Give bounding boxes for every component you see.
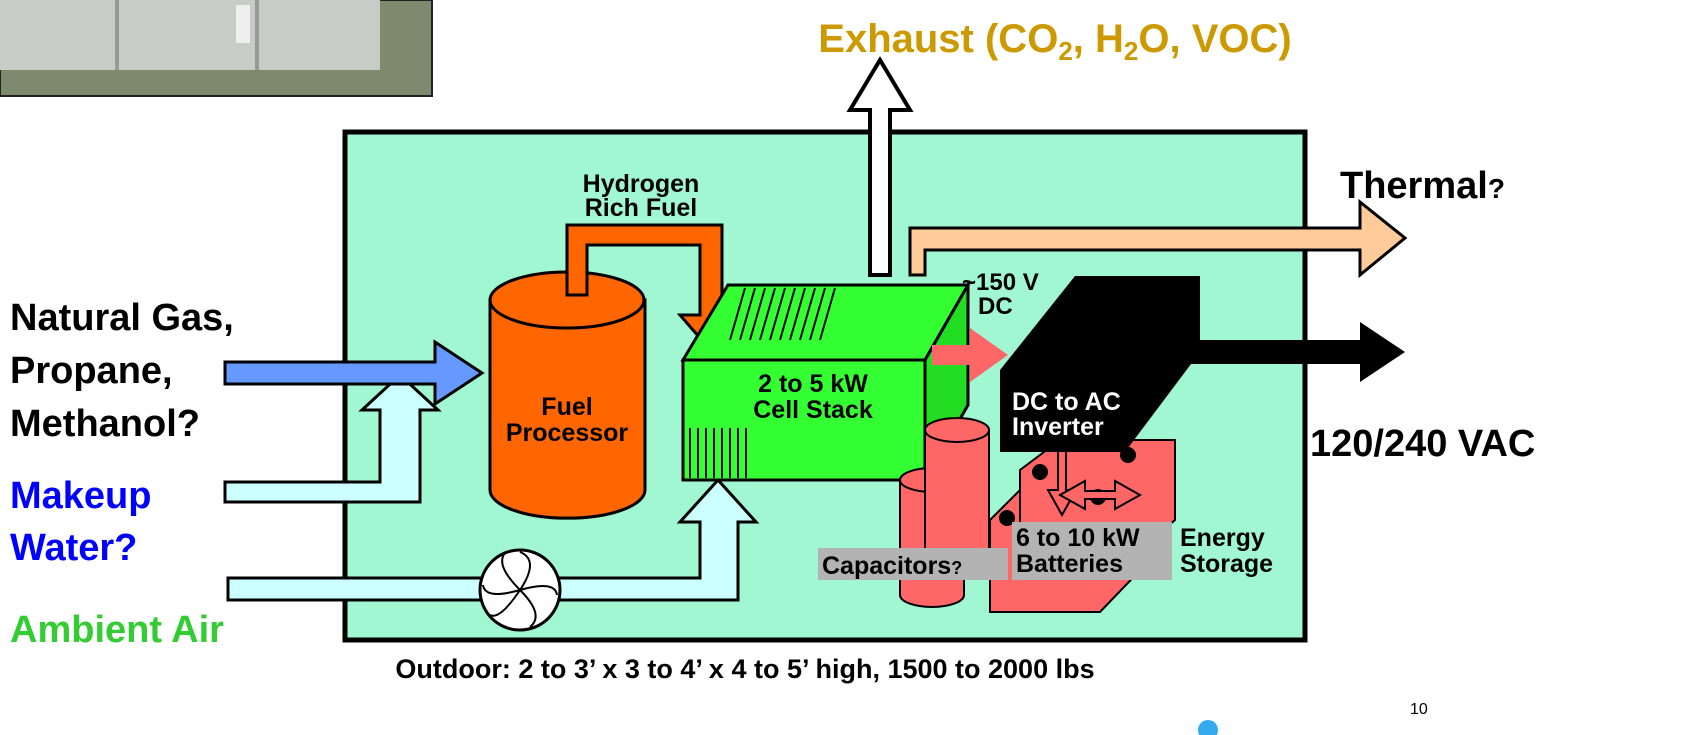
text: Batteries: [1016, 550, 1123, 578]
text: Water?: [10, 527, 137, 569]
text: 6 to 10 kW: [1016, 524, 1140, 552]
subscript: 2: [1124, 36, 1138, 66]
text: Rich Fuel: [585, 194, 698, 222]
cell-stack-label: 2 to 5 kW Cell Stack: [753, 370, 873, 424]
text: Thermal: [1340, 165, 1488, 207]
text: O, VOC): [1138, 17, 1291, 61]
photo-vent: [236, 5, 250, 43]
storage-label: Energy Storage: [1180, 524, 1273, 578]
thermal-arrow: [908, 198, 1408, 279]
text: Exhaust (CO: [818, 17, 1058, 61]
label-background: [818, 548, 1008, 580]
fuel-processor: [488, 298, 647, 520]
text: Processor: [506, 419, 629, 447]
bullet: [1198, 720, 1218, 735]
page-number: 10: [1410, 701, 1428, 718]
capacitors-label: Capacitors?: [822, 552, 962, 580]
text: DC to AC: [1012, 388, 1121, 416]
air-input-label: Ambient Air: [10, 609, 224, 651]
exhaust-arrow: [846, 56, 914, 277]
text: , H: [1073, 17, 1124, 61]
text: Natural Gas,: [10, 297, 234, 339]
fuel-processor-label: Fuel Processor: [506, 393, 629, 447]
inverter: [1000, 276, 1200, 452]
voltage-label: ~150 V DC: [962, 269, 1039, 320]
text: Hydrogen: [583, 170, 700, 198]
thermal-label: Thermal?: [1340, 165, 1505, 207]
inverter-label: DC to AC Inverter: [1012, 388, 1121, 441]
cell-stack-hatching: [689, 287, 836, 478]
water-input-label: Makeup Water?: [10, 475, 151, 569]
text: ?: [1488, 173, 1505, 204]
label-background: [1012, 522, 1172, 580]
exhaust-label: Exhaust (CO2, H2O, VOC): [818, 17, 1291, 66]
text: ?: [951, 558, 962, 578]
hydrogen-arrow: [565, 223, 748, 355]
text: Makeup: [10, 475, 151, 517]
capacitor-top: [924, 417, 990, 443]
subscript: 2: [1058, 36, 1072, 66]
hydrogen-label: Hydrogen Rich Fuel: [583, 170, 700, 222]
terminal: [1032, 464, 1048, 480]
fuel-arrow: [223, 339, 485, 407]
photo-seam: [255, 0, 259, 70]
fan-blades: [482, 551, 558, 628]
text: Storage: [1180, 550, 1273, 578]
photo-seam: [115, 0, 119, 70]
dc-arrow: [932, 328, 1008, 382]
text: 2 to 5 kW: [758, 370, 868, 398]
text: DC: [978, 293, 1013, 320]
ac-arrow: [1190, 322, 1405, 382]
text: Fuel: [541, 393, 592, 421]
text: Methanol?: [10, 403, 200, 445]
fuel-input-label: Natural Gas, Propane, Methanol?: [10, 297, 234, 445]
text: Energy: [1180, 524, 1265, 552]
text: Capacitors: [822, 552, 951, 580]
connection-arrow: [1057, 479, 1143, 511]
photo-unit: [0, 0, 380, 70]
text: ~150 V: [962, 269, 1039, 296]
output-label: 120/240 VAC: [1310, 423, 1535, 465]
text: Propane,: [10, 350, 173, 392]
text: Cell Stack: [753, 396, 873, 424]
text: Inverter: [1012, 413, 1104, 441]
cell-stack-front: [681, 358, 927, 482]
terminal: [999, 510, 1015, 526]
water-arrow: [223, 372, 442, 504]
caption: Outdoor: 2 to 3’ x 3 to 4’ x 4 to 5’ hig…: [395, 654, 1094, 684]
batteries-label: 6 to 10 kW Batteries: [1016, 524, 1140, 578]
